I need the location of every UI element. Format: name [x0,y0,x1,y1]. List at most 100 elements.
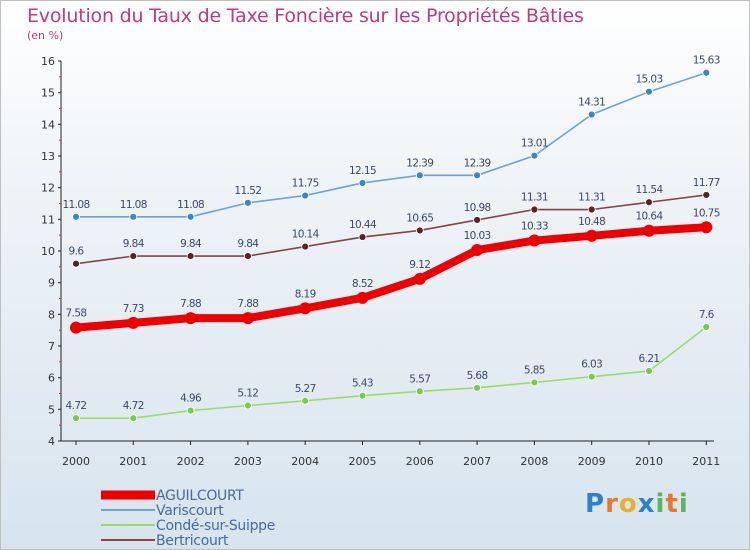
data-point-cond-sur-suippe [243,401,252,410]
data-point-bertricourt [129,252,138,260]
data-point-variscourt [530,151,539,160]
y-tick-label: 7 [48,340,55,353]
chart-title: Evolution du Taux de Taxe Foncière sur l… [27,5,584,27]
data-point-aguilcourt [356,291,369,304]
data-point-aguilcourt [184,312,197,325]
y-tick-label: 4 [48,435,55,448]
data-point-variscourt [301,191,310,200]
data-label-bertricourt: 11.31 [521,192,548,204]
data-label-bertricourt: 11.77 [693,177,720,189]
data-label-bertricourt: 9.6 [69,246,85,258]
series-line-variscourt [76,71,707,218]
data-label-cond-sur-suippe: 5.12 [237,388,258,400]
data-label-bertricourt: 10.14 [292,229,320,241]
data-point-aguilcourt [299,302,312,315]
y-tick-label: 11 [41,213,55,226]
y-tick-label: 15 [41,87,55,100]
data-point-bertricourt [473,216,482,224]
data-point-aguilcourt [241,312,254,325]
data-label-variscourt: 11.08 [120,199,147,211]
data-label-aguilcourt: 10.48 [578,216,605,228]
data-point-aguilcourt [127,316,140,329]
logo-letter: o [618,489,638,519]
data-label-bertricourt: 11.31 [578,192,605,204]
data-label-aguilcourt: 8.19 [295,288,316,300]
series-line-bertricourt [75,194,707,265]
data-point-cond-sur-suippe [186,406,195,415]
data-label-variscourt: 15.03 [635,74,662,86]
logo-letter: i [655,489,666,519]
legend-label-variscourt: Variscourt [156,503,224,519]
x-tick-label: 2007 [463,455,491,468]
data-label-aguilcourt: 9.12 [409,259,430,271]
data-label-cond-sur-suippe: 5.57 [409,373,430,385]
x-tick-label: 2001 [119,455,147,468]
data-label-cond-sur-suippe: 5.27 [295,383,316,395]
x-tick-label: 2002 [177,455,205,468]
data-label-bertricourt: 10.98 [464,202,491,214]
data-label-aguilcourt: 10.64 [635,211,663,223]
data-point-bertricourt [645,198,653,207]
data-label-aguilcourt: 10.33 [521,221,548,233]
y-unit-label: (en %) [27,29,64,42]
data-label-cond-sur-suippe: 5.85 [524,364,545,376]
data-point-bertricourt [702,191,711,199]
data-label-variscourt: 11.08 [62,199,89,211]
y-tick-label: 14 [41,118,55,131]
data-label-bertricourt: 11.54 [635,184,663,196]
x-tick-label: 2011 [692,455,720,468]
data-label-bertricourt: 10.65 [406,212,433,224]
data-label-aguilcourt: 7.73 [123,303,144,315]
logo-letter: P [585,489,606,519]
data-point-bertricourt [243,252,252,260]
data-point-cond-sur-suippe [415,387,424,396]
data-label-aguilcourt: 7.88 [237,298,258,310]
logo-letter: t [665,489,679,519]
x-tick-label: 2005 [349,455,377,468]
data-point-aguilcourt [585,229,598,242]
data-label-cond-sur-suippe: 4.96 [180,393,202,405]
x-tick-label: 2004 [291,455,319,468]
legend-label-cond-sur-suippe: Condé-sur-Suippe [156,518,275,534]
data-point-variscourt [587,110,596,119]
data-label-aguilcourt: 7.88 [180,298,201,310]
x-tick-label: 2010 [635,455,663,468]
y-tick-label: 5 [48,403,55,416]
data-label-variscourt: 15.63 [693,55,720,67]
data-label-variscourt: 13.01 [521,138,548,150]
data-point-aguilcourt [413,272,426,285]
data-point-aguilcourt [528,234,541,247]
data-label-aguilcourt: 7.58 [66,308,87,320]
data-point-variscourt [473,171,482,180]
data-point-bertricourt [587,205,596,214]
data-point-cond-sur-suippe [645,367,653,375]
data-point-bertricourt [72,259,80,268]
data-point-cond-sur-suippe [702,323,711,331]
data-point-variscourt [415,171,424,180]
legend-label-aguilcourt: AGUILCOURT [156,488,244,504]
proxiti-logo: Proxiti [585,489,689,519]
data-point-cond-sur-suippe [301,396,310,405]
data-label-bertricourt: 9.84 [237,238,259,250]
data-label-aguilcourt: 8.52 [352,278,373,290]
y-tick-label: 10 [41,245,55,258]
data-point-aguilcourt [643,224,655,237]
data-label-cond-sur-suippe: 4.72 [123,400,144,412]
data-label-cond-sur-suippe: 6.21 [639,353,660,365]
data-point-bertricourt [415,226,424,235]
data-label-aguilcourt: 10.75 [693,207,720,219]
y-tick-label: 6 [48,372,55,385]
data-label-bertricourt: 9.84 [180,238,202,250]
data-point-cond-sur-suippe [72,414,80,423]
data-point-bertricourt [301,242,310,251]
y-tick-label: 16 [41,55,55,68]
data-point-aguilcourt [471,244,484,257]
data-point-bertricourt [358,233,367,241]
data-label-variscourt: 11.08 [177,199,204,211]
data-label-cond-sur-suippe: 6.03 [581,359,602,371]
logo-letter: r [605,489,619,519]
data-point-bertricourt [186,252,195,260]
data-label-variscourt: 12.39 [406,157,433,169]
